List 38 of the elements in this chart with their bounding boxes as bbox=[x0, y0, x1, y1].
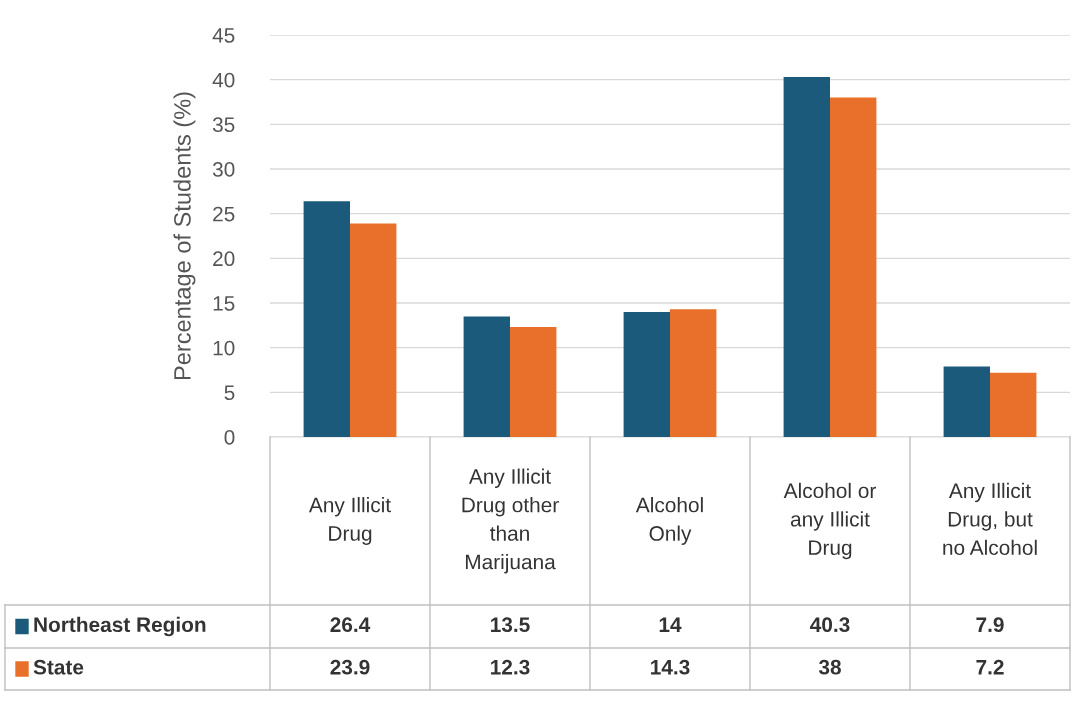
y-tick-label: 30 bbox=[212, 162, 235, 177]
bar bbox=[623, 311, 670, 437]
data-label: 14.3 bbox=[651, 659, 690, 675]
bar bbox=[303, 201, 350, 437]
data-label: 40.3 bbox=[810, 617, 850, 633]
y-tick-label: 10 bbox=[213, 340, 235, 356]
data-label: 38 bbox=[818, 659, 841, 675]
bar bbox=[463, 316, 510, 437]
legend-label: Northeast Region bbox=[34, 616, 206, 637]
bar bbox=[830, 97, 877, 437]
y-tick-label: 15 bbox=[213, 296, 235, 311]
data-label: 13.5 bbox=[491, 617, 530, 633]
x-tick-label: Any Illicit Drug other than Marijuana bbox=[462, 468, 559, 574]
y-tick-label: 45 bbox=[212, 28, 235, 43]
x-tick-label: Alcohol Only bbox=[635, 497, 703, 545]
y-tick-label: 35 bbox=[212, 117, 235, 133]
legend-label: State bbox=[33, 659, 84, 675]
data-label: 14 bbox=[659, 617, 682, 632]
y-tick-label: 25 bbox=[213, 206, 235, 222]
data-label: 7.9 bbox=[976, 617, 1004, 633]
data-label: 7.2 bbox=[976, 659, 1004, 675]
data-label: 23.9 bbox=[330, 659, 370, 675]
y-tick-label: 40 bbox=[212, 72, 235, 88]
bar bbox=[510, 327, 557, 437]
x-tick-label: Alcohol or any Illicit Drug bbox=[783, 482, 876, 560]
y-tick-label: 20 bbox=[213, 251, 235, 267]
bar bbox=[943, 366, 990, 437]
bar bbox=[783, 76, 830, 437]
data-label: 12.3 bbox=[491, 659, 530, 675]
bar bbox=[990, 372, 1037, 437]
bar bbox=[670, 309, 717, 437]
y-tick-label: 5 bbox=[224, 385, 235, 401]
y-axis-title: Percentage of Students (%) bbox=[173, 92, 196, 380]
data-label: 26.4 bbox=[330, 617, 371, 633]
y-tick-label: 0 bbox=[224, 430, 235, 445]
bar bbox=[350, 223, 397, 437]
x-tick-label: Any Illicit Drug bbox=[308, 497, 391, 545]
x-tick-label: Any Illicit Drug, but no Alcohol bbox=[943, 482, 1037, 556]
